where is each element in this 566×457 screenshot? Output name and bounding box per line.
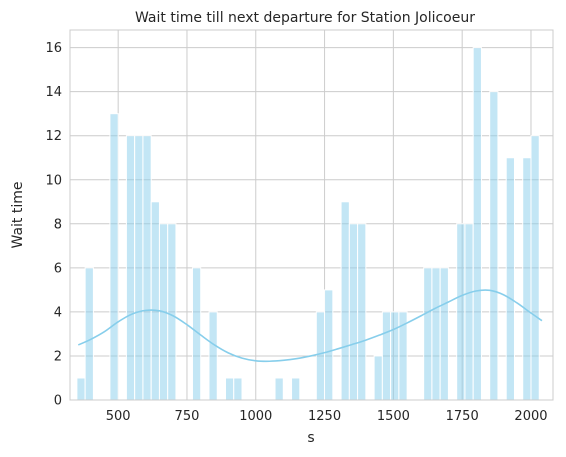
histogram-bar	[489, 91, 499, 401]
histogram-bar	[340, 201, 350, 401]
histogram-bar	[431, 267, 441, 401]
x-tick-label: 1500	[377, 409, 410, 424]
x-tick-label: 1250	[308, 409, 341, 424]
histogram-bar	[373, 355, 383, 401]
y-tick-label: 2	[54, 349, 62, 364]
y-tick-label: 8	[54, 217, 62, 232]
histogram-bar	[381, 311, 392, 401]
histogram-bar	[357, 223, 367, 401]
histogram-bar	[84, 267, 94, 401]
x-axis-label: s	[307, 430, 314, 446]
x-tick-label: 500	[106, 409, 131, 424]
kde-line	[77, 289, 543, 363]
histogram-bar	[167, 223, 177, 401]
histogram-bar	[348, 223, 359, 401]
histogram-bar	[456, 223, 466, 401]
plot-frame	[69, 29, 554, 401]
x-tick-label: 1750	[446, 409, 479, 424]
histogram-bar	[274, 377, 284, 401]
density-curve	[77, 289, 543, 363]
y-axis-label: Wait time	[10, 182, 26, 249]
histogram-bar	[505, 157, 515, 401]
y-tick-label: 6	[54, 261, 62, 276]
histogram-bar	[224, 377, 235, 401]
histogram-bar	[439, 267, 449, 401]
y-tick-label: 14	[45, 85, 62, 100]
histogram-bar	[291, 377, 301, 401]
y-tick-label: 0	[54, 394, 62, 409]
x-tick-labels: 500 750 1000 1250 1500 1750 2000	[106, 409, 548, 424]
histogram-bar	[109, 113, 119, 401]
histogram-bar	[472, 47, 482, 401]
x-tick-label: 2000	[514, 409, 547, 424]
histogram-bar	[315, 311, 326, 401]
chart-title: Wait time till next departure for Statio…	[135, 10, 475, 26]
x-tick-label: 1000	[239, 409, 272, 424]
y-tick-label: 10	[45, 173, 62, 188]
histogram-bar	[125, 135, 136, 401]
histogram-bar	[390, 311, 400, 401]
histogram-bar	[522, 157, 532, 401]
histogram-bar	[233, 377, 243, 401]
bars	[76, 47, 540, 401]
histogram-bar	[76, 377, 86, 401]
y-tick-label: 16	[45, 41, 62, 56]
histogram-bar	[150, 201, 160, 401]
histogram-bar	[142, 135, 152, 401]
histogram-bar	[324, 289, 334, 401]
histogram-bar	[530, 135, 540, 401]
histogram-bar	[464, 223, 474, 401]
histogram-bar	[208, 311, 218, 401]
histogram-bar	[134, 135, 144, 401]
y-tick-label: 4	[54, 305, 62, 320]
histogram-bar	[423, 267, 433, 401]
y-tick-labels: 0 2 4 6 8 10 12 14 16	[45, 41, 62, 408]
x-tick-label: 750	[175, 409, 200, 424]
y-tick-label: 12	[45, 129, 62, 144]
